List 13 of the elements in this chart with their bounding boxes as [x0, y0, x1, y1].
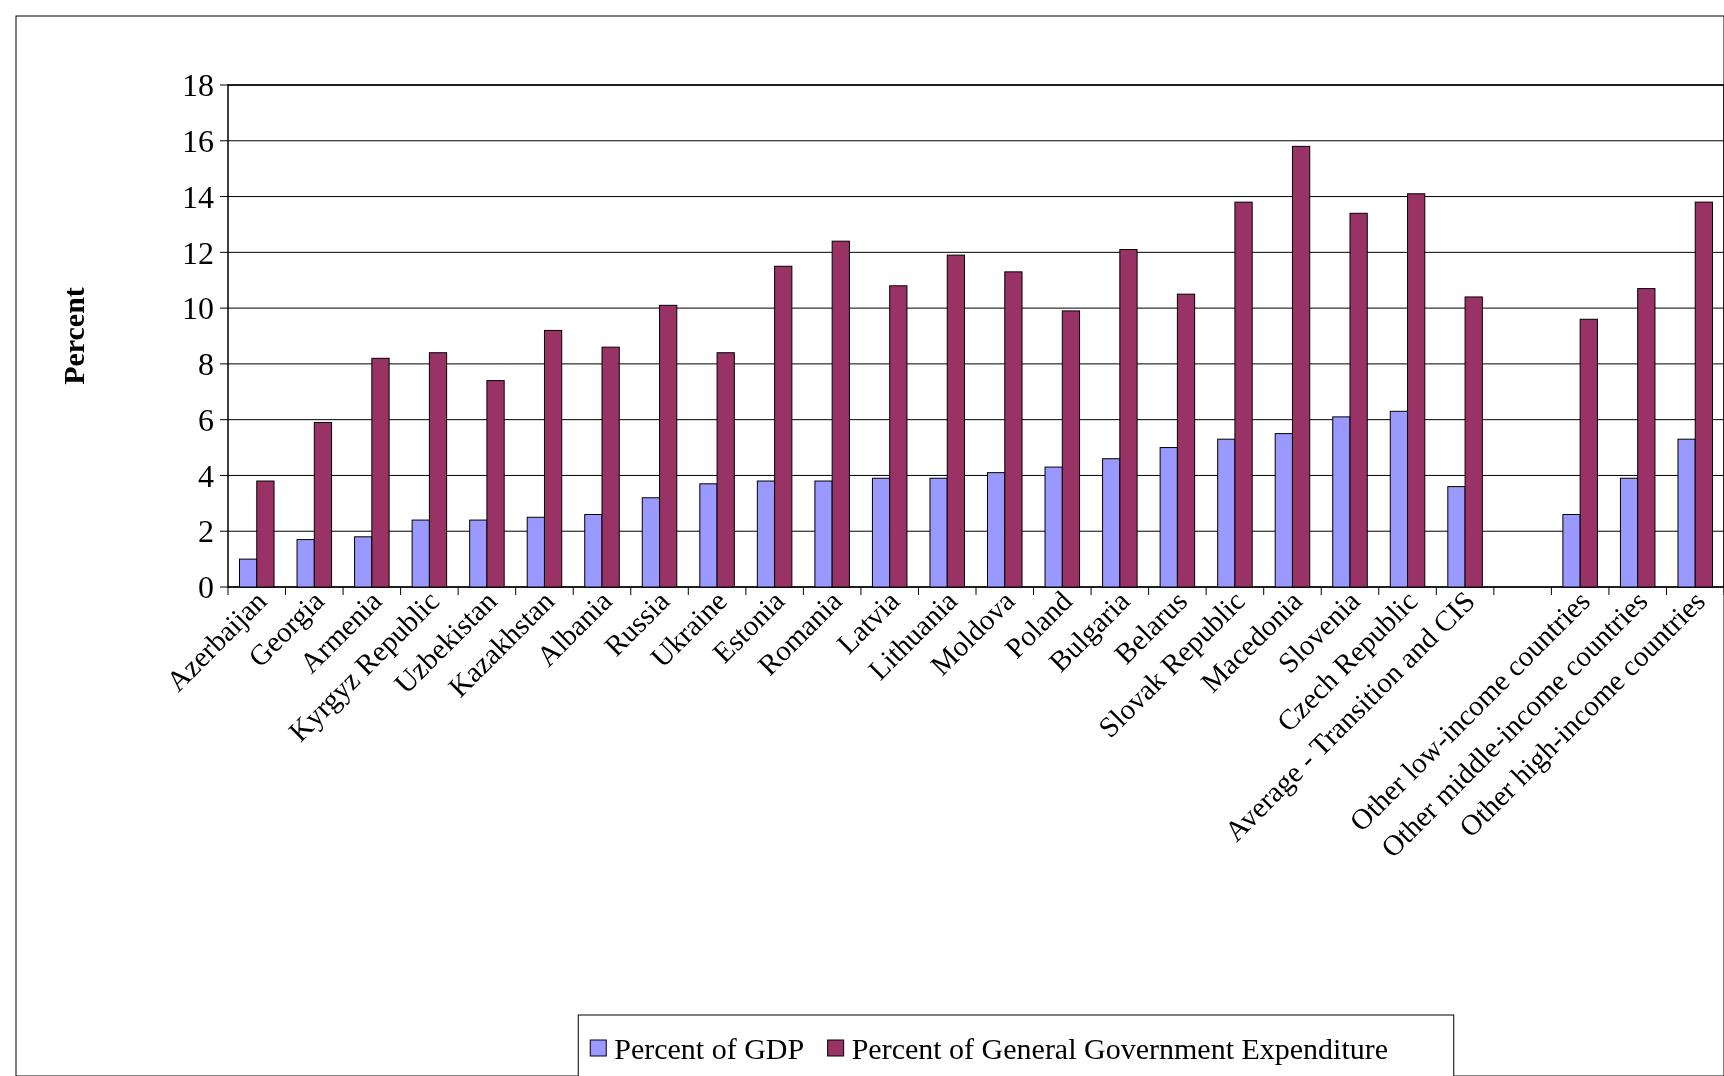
legend-label: Percent of General Government Expenditure [851, 1031, 1389, 1065]
y-tick-label: 16 [182, 122, 214, 159]
y-tick-label: 14 [182, 178, 214, 215]
legend-label: Percent of GDP [614, 1031, 805, 1065]
y-tick-label: 8 [198, 346, 214, 383]
y-tick-label: 2 [198, 513, 214, 550]
y-axis-title: Percent [57, 287, 90, 385]
y-tick-label: 10 [182, 290, 214, 327]
y-tick-label: 0 [198, 569, 214, 606]
y-tick-label: 4 [198, 457, 214, 494]
y-tick-label: 12 [182, 234, 214, 271]
y-tick-label: 18 [182, 67, 214, 104]
y-tick-label: 6 [198, 401, 214, 438]
